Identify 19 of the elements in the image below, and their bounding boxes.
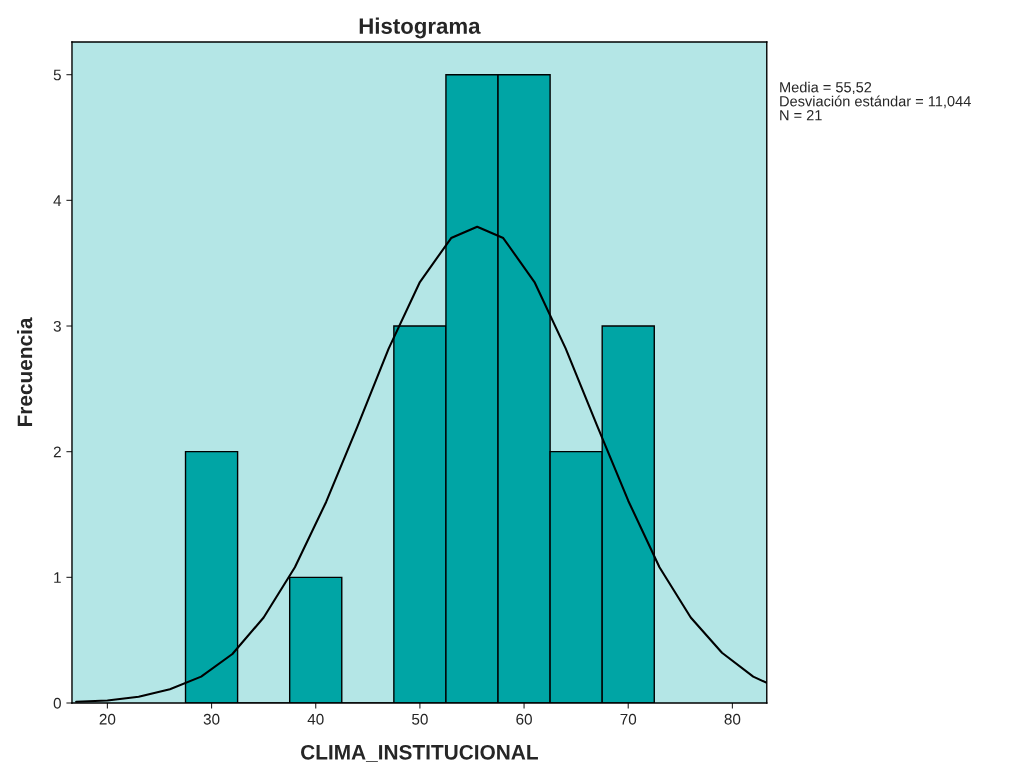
x-tick-label: 60: [516, 713, 532, 725]
x-tick-label: 20: [99, 713, 116, 725]
x-tick-label: 40: [307, 713, 324, 725]
y-axis-title: Frecuencia: [16, 317, 33, 427]
y-tick-label: 3: [53, 320, 61, 332]
x-tick-label: 30: [203, 713, 220, 725]
x-tick-label: 70: [620, 713, 637, 725]
x-axis-title: CLIMA_INSTITUCIONAL: [301, 744, 538, 762]
y-tick-label: 1: [54, 572, 61, 583]
y-tick-label: 4: [53, 195, 62, 206]
x-tick-label: 50: [412, 713, 428, 725]
x-tick-label: 80: [724, 713, 741, 725]
y-tick-label: 0: [53, 697, 61, 709]
text: N = 21: [780, 110, 822, 121]
chart-title: Histograma: [359, 17, 481, 39]
y-tick-label: 2: [53, 446, 61, 458]
text: Desviación estándar = 11,044: [780, 95, 971, 109]
y-tick-label: 5: [53, 69, 61, 81]
text: Media = 55,52: [780, 81, 872, 95]
